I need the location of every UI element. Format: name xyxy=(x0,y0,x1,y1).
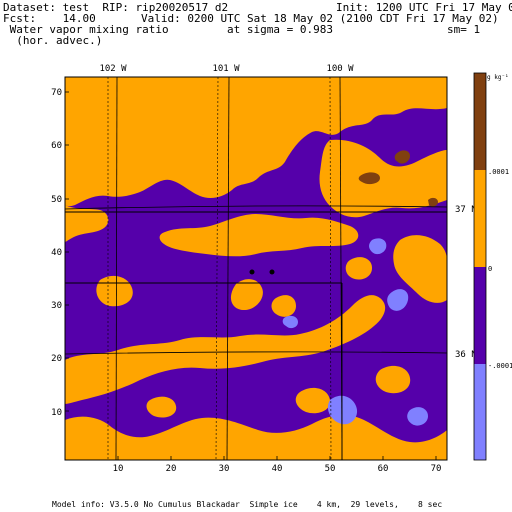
orange-blob-center xyxy=(230,279,263,310)
orange-blob-mid-east xyxy=(345,257,372,280)
orange-region-northeast xyxy=(319,139,447,218)
tick-marks xyxy=(65,91,437,460)
x-tick-label: 20 xyxy=(166,464,177,474)
orange-blob-southwest xyxy=(146,396,177,418)
orange-blob-south-center xyxy=(295,387,331,414)
lon-label-100w: 100 W xyxy=(326,64,354,74)
state-borders xyxy=(65,211,447,460)
orange-blob-southeast xyxy=(375,365,411,394)
brown-blob-1 xyxy=(394,150,410,164)
colorbar-unit-label: g kg⁻¹ xyxy=(487,74,509,81)
y-axis-ticks: 10 20 30 40 50 60 70 xyxy=(51,88,62,418)
x-tick-label: 50 xyxy=(325,464,336,474)
orange-blob-west xyxy=(96,275,133,307)
blue-region-southeast xyxy=(327,395,358,425)
lat-label-36n: 36 N xyxy=(455,350,477,360)
station-marker xyxy=(269,269,275,275)
blue-blob-center xyxy=(282,315,298,329)
orange-blob-center-east xyxy=(271,295,296,317)
station-marker xyxy=(249,269,255,275)
colorbar-segment-negative xyxy=(474,267,486,364)
y-tick-label: 20 xyxy=(51,354,62,364)
orange-band-lower xyxy=(65,295,386,404)
y-tick-label: 10 xyxy=(51,408,62,418)
x-tick-label: 40 xyxy=(272,464,283,474)
y-tick-label: 30 xyxy=(51,301,62,311)
orange-region-northwest xyxy=(65,205,109,242)
mixing-ratio-field xyxy=(65,77,447,460)
blue-blob-southeast-2 xyxy=(407,407,428,426)
blue-blob-east-2 xyxy=(369,238,387,255)
init-time-label: Init: 1200 UTC Fri 17 May 02 xyxy=(336,1,512,14)
y-tick-label: 60 xyxy=(51,141,62,151)
y-tick-label: 40 xyxy=(51,248,62,258)
y-tick-label: 70 xyxy=(51,88,62,98)
dataset-label: Dataset: test RIP: rip20020517 d2 xyxy=(3,1,229,14)
forecast-hour-label: Fcst: 14.00 xyxy=(3,12,96,25)
brown-blob-2 xyxy=(358,172,380,185)
valid-time-label: Valid: 0200 UTC Sat 18 May 02 (2100 CDT … xyxy=(141,12,499,25)
orange-band-central xyxy=(159,214,359,257)
orange-blob-north-center xyxy=(195,107,237,139)
orange-region-south xyxy=(65,415,447,460)
colorbar-level-label: .0001 xyxy=(488,168,509,176)
advection-note: (hor. advec.) xyxy=(3,34,103,47)
colorbar-segment-positive xyxy=(474,170,486,267)
x-tick-label: 70 xyxy=(431,464,442,474)
model-info-footer: Model info: V3.5.0 No Cumulus Blackadar … xyxy=(52,500,443,509)
x-tick-label: 60 xyxy=(378,464,389,474)
field-name-label: Water vapor mixing ratio xyxy=(3,23,169,36)
smoothing-label: sm= 1 xyxy=(447,23,481,36)
colorbar-segment-high xyxy=(474,73,486,170)
y-tick-label: 50 xyxy=(51,195,62,205)
x-axis-ticks: 10 20 30 40 50 60 70 xyxy=(113,464,442,474)
orange-region-north xyxy=(65,77,447,207)
lat-label-37n: 37 N xyxy=(455,205,477,215)
plot-frame xyxy=(64,76,448,461)
x-tick-label: 10 xyxy=(113,464,124,474)
blue-blob-east xyxy=(387,289,409,311)
lon-label-102w: 102 W xyxy=(99,64,127,74)
brown-blob-3 xyxy=(428,197,438,207)
sigma-level-label: at sigma = 0.983 xyxy=(227,23,333,36)
colorbar-segment-low xyxy=(474,364,486,460)
x-tick-label: 30 xyxy=(219,464,230,474)
colorbar-level-label: 0 xyxy=(488,265,492,273)
colorbar-level-label: -.0001 xyxy=(488,362,512,370)
lon-label-101w: 101 W xyxy=(212,64,240,74)
color-bar xyxy=(473,72,487,461)
orange-region-east xyxy=(393,235,447,303)
